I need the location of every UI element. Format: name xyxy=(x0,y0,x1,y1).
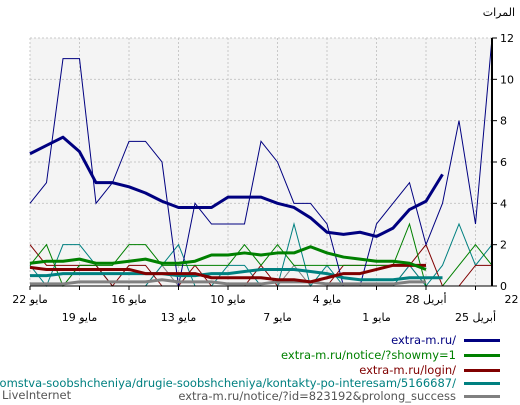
legend-item-0: extra-m.ru/ xyxy=(391,333,500,347)
x-tick-label: 22 أبريل xyxy=(504,292,520,306)
y-tick-label: 4 xyxy=(500,197,507,210)
legend-swatch xyxy=(464,368,500,372)
series-average-line-0 xyxy=(29,135,444,238)
x-tick-label: 16 مايو xyxy=(111,293,147,306)
x-tick-label: 28 أبريل xyxy=(405,292,446,306)
axes xyxy=(29,37,497,290)
line-chart: 0 2 4 6 8 10 12 المرات 22 مايو 16 مايو 10 مايو 4 ما… xyxy=(12,6,520,324)
axis-ticks: 0 2 4 6 8 10 12 المرات 22 مايو 16 مايو 10 مايو 4 ما… xyxy=(12,6,520,324)
legend-label: komstva-soobshcheniya/drugie-soobshcheni… xyxy=(0,376,456,390)
legend-item-2: extra-m.ru/login/ xyxy=(359,363,500,377)
legend-label: extra-m.ru/ xyxy=(391,333,456,347)
legend-item-4: extra-m.ru/notice/?id=823192&prolong_suc… xyxy=(178,389,500,403)
x-tick-label: 4 مايو xyxy=(313,293,342,306)
y-tick-label: 10 xyxy=(500,73,514,86)
x-tick-label: 10 مايو xyxy=(210,293,246,306)
legend-item-1: extra-m.ru/notice/?showmy=1 xyxy=(281,348,500,362)
x-tick-label: 25 أبريل xyxy=(455,310,496,324)
x-tick-label: 19 مايو xyxy=(62,311,98,324)
legend-label: extra-m.ru/notice/?showmy=1 xyxy=(281,348,456,362)
provider-label: LiveInternet xyxy=(2,388,72,402)
series-average-line-4 xyxy=(30,278,426,286)
y-tick-label: 2 xyxy=(500,239,507,252)
series-average-line-1 xyxy=(29,245,427,271)
series-line-1 xyxy=(29,222,493,287)
legend-swatch xyxy=(464,394,500,398)
y-tick-label: 12 xyxy=(500,32,514,45)
x-tick-label: 7 مايو xyxy=(263,311,292,324)
y-tick-label: 6 xyxy=(500,156,507,169)
x-tick-label: 13 مايو xyxy=(161,311,197,324)
y-tick-label: 8 xyxy=(500,115,507,128)
series-line-0 xyxy=(29,37,493,287)
y-tick-label: 0 xyxy=(500,280,507,293)
legend-label: extra-m.ru/login/ xyxy=(359,363,456,377)
legend-swatch xyxy=(464,338,500,342)
legend-swatch xyxy=(464,353,500,357)
series-average-line-2 xyxy=(29,263,426,284)
legend-item-3: komstva-soobshcheniya/drugie-soobshcheni… xyxy=(0,376,500,390)
legend-swatch xyxy=(464,381,500,385)
x-tick-label: 1 مايو xyxy=(362,311,391,324)
series-average-line-3 xyxy=(30,267,443,282)
x-tick-label: 22 مايو xyxy=(12,293,48,306)
legend-label: extra-m.ru/notice/?id=823192&prolong_suc… xyxy=(178,389,456,403)
y-axis-label: المرات xyxy=(483,6,515,19)
